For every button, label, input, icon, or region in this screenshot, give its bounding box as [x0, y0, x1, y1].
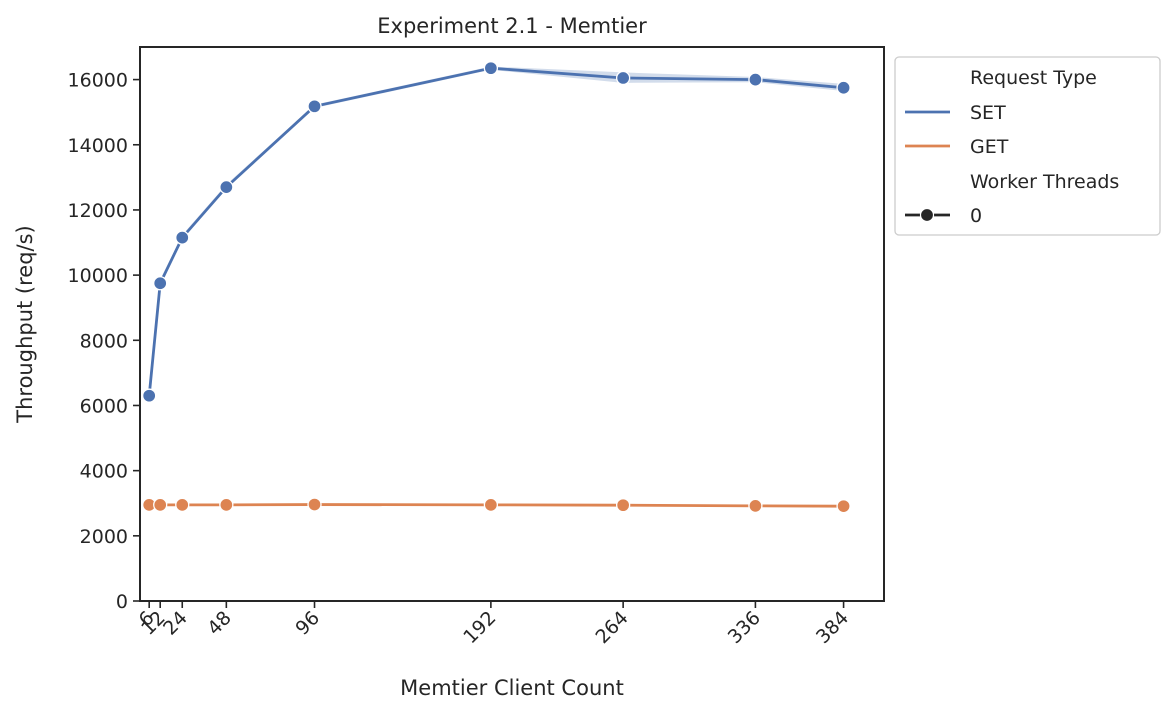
get-point — [153, 497, 168, 513]
x-tick-label: 96 — [291, 607, 324, 640]
get-point — [615, 498, 631, 513]
set-point — [615, 70, 631, 86]
x-tick-label: 48 — [203, 607, 236, 640]
y-tick-label: 10000 — [68, 265, 128, 287]
set-point — [219, 179, 234, 195]
set-point — [307, 99, 322, 114]
chart-title: Experiment 2.1 - Memtier — [377, 14, 647, 38]
legend-style-title: Worker Threads — [970, 171, 1119, 193]
set-point — [175, 230, 190, 245]
set-ci-band — [149, 66, 844, 399]
x-tick-label: 24 — [159, 607, 192, 640]
set-point — [153, 276, 168, 291]
y-tick-label: 14000 — [68, 135, 128, 157]
y-tick-label: 12000 — [68, 200, 128, 222]
x-tick-label: 384 — [812, 607, 853, 648]
get-point — [175, 497, 190, 513]
y-tick-label: 8000 — [80, 330, 128, 352]
y-tick-label: 4000 — [80, 461, 128, 483]
plot-frame — [139, 46, 885, 602]
get-point — [219, 497, 234, 513]
set-line — [147, 66, 844, 396]
legend-style-label: 0 — [970, 205, 982, 227]
set-point — [748, 72, 763, 87]
y-tick-label: 0 — [116, 591, 128, 613]
legend-hue-title: Request Type — [970, 67, 1097, 89]
legend: Request Type SET GET Worker Threads 0 — [894, 56, 1161, 236]
x-axis-title: Memtier Client Count — [400, 676, 624, 700]
y-tick-label: 16000 — [68, 70, 128, 92]
x-tick-label: 336 — [724, 607, 765, 648]
legend-set-label: SET — [970, 102, 1006, 124]
y-tick-label: 2000 — [80, 526, 128, 548]
set-point — [483, 61, 499, 76]
set-point — [836, 80, 851, 95]
x-tick-label: 192 — [459, 607, 500, 648]
set-point — [142, 388, 157, 403]
legend-style-marker — [919, 207, 935, 223]
y-axis-title: Throughput (req/s) — [13, 225, 37, 423]
get-point — [307, 497, 322, 512]
legend-get-label: GET — [970, 136, 1009, 158]
get-point — [836, 499, 851, 514]
y-tick-label: 6000 — [80, 395, 128, 417]
get-point — [748, 498, 763, 513]
plot-area: 0200040006000800010000120001400016000612… — [68, 46, 885, 648]
get-point — [483, 497, 499, 513]
legend-frame — [894, 56, 1161, 236]
x-tick-label: 264 — [591, 607, 632, 648]
